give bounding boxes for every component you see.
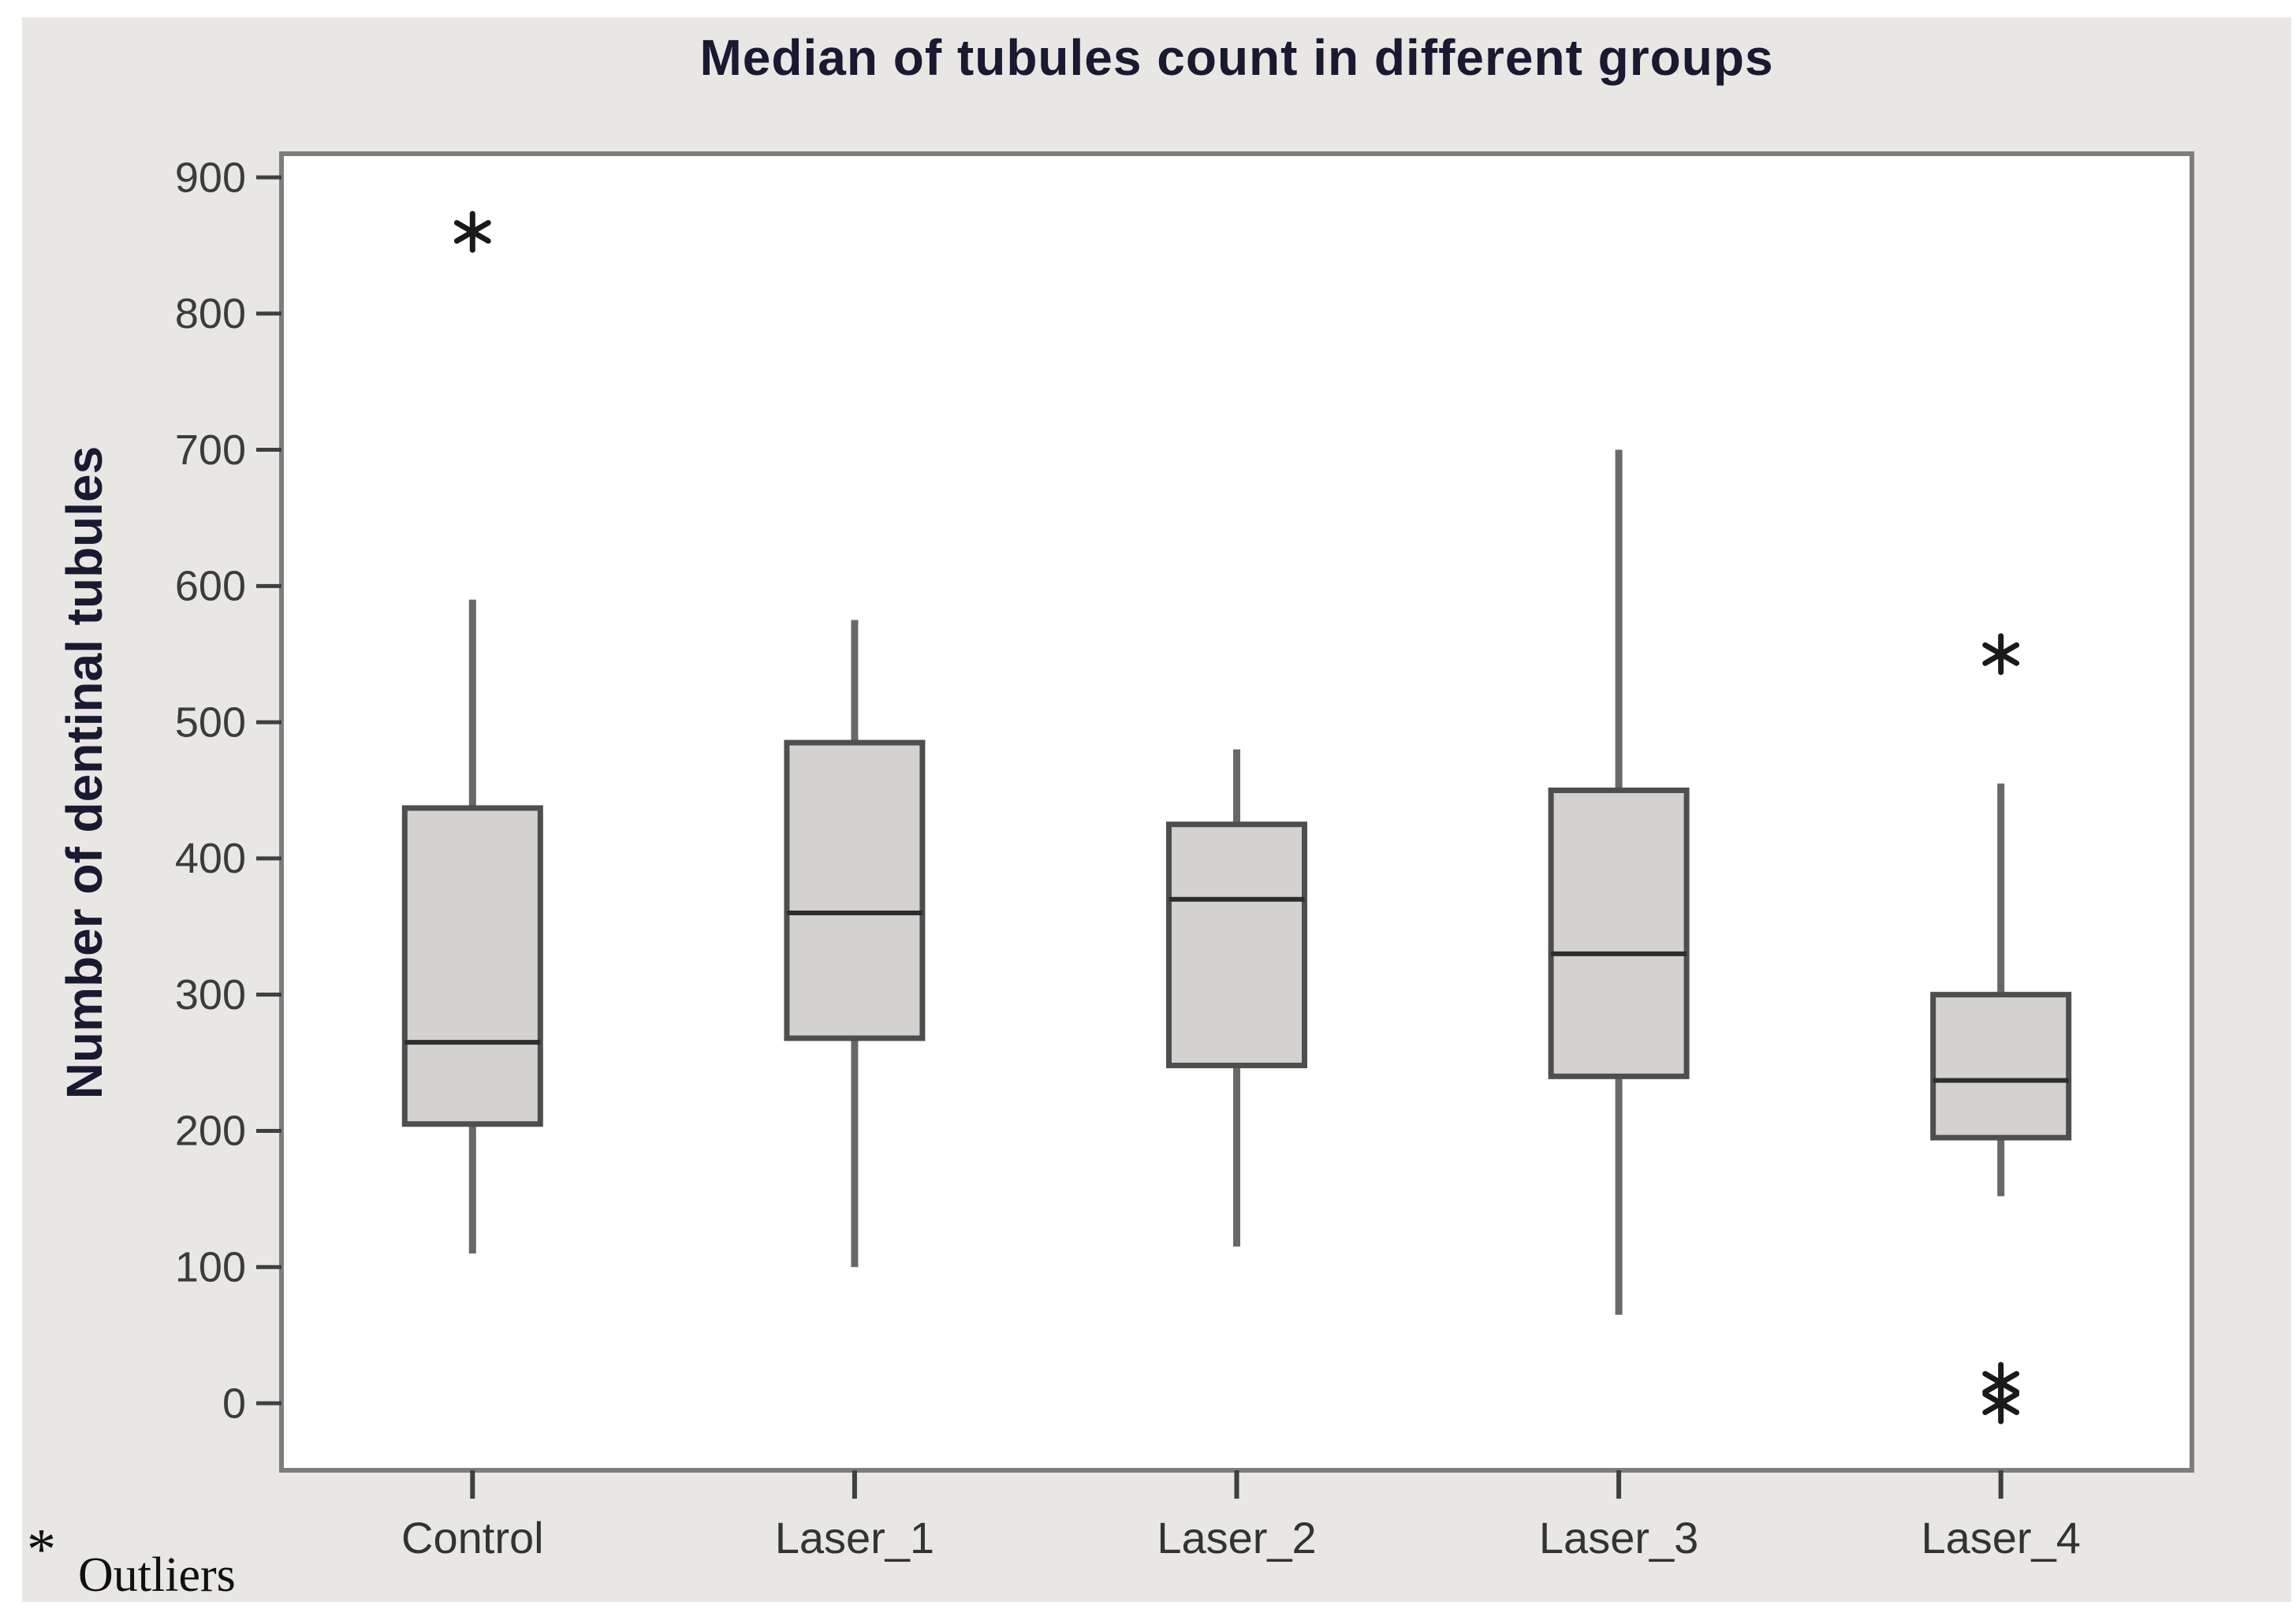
- iqr-box: [401, 805, 543, 1127]
- y-axis-title: Number of dentinal tubules: [56, 445, 113, 1100]
- outliers-legend: * Outliers: [27, 1512, 236, 1602]
- iqr-box: [1548, 788, 1690, 1079]
- outlier-asterisk: [1982, 633, 2020, 676]
- box-control: [401, 210, 543, 1253]
- y-tick-label: 300: [175, 971, 246, 1019]
- y-tick-label: 200: [175, 1108, 246, 1155]
- y-tick-label: 800: [175, 290, 246, 337]
- x-tick-label-laser_2: Laser_2: [1157, 1513, 1316, 1563]
- x-tick-label-laser_1: Laser_1: [775, 1513, 934, 1563]
- y-tick-label: 0: [222, 1380, 246, 1427]
- box-laser_1: [784, 620, 926, 1268]
- y-tick-label: 700: [175, 426, 246, 474]
- box-laser_3: [1548, 449, 1690, 1315]
- outliers-legend-label: Outliers: [78, 1548, 236, 1602]
- y-tick-label: 400: [175, 835, 246, 882]
- x-tick-label-laser_3: Laser_3: [1539, 1513, 1698, 1563]
- box-laser_4: [1930, 633, 2072, 1425]
- outlier-asterisk: [1982, 1382, 2020, 1425]
- outlier-asterisk: [453, 210, 491, 253]
- chart-title: Median of tubules count in different gro…: [699, 29, 1774, 86]
- iqr-box: [1930, 992, 2072, 1141]
- asterisk-icon: *: [27, 1518, 56, 1582]
- y-tick-label: 500: [175, 698, 246, 746]
- x-tick-label-control: Control: [401, 1513, 544, 1563]
- y-tick-label: 600: [175, 563, 246, 610]
- iqr-box: [1166, 821, 1307, 1069]
- x-tick-label-laser_4: Laser_4: [1921, 1513, 2081, 1563]
- y-tick-label: 100: [175, 1243, 246, 1291]
- box-laser_2: [1166, 749, 1307, 1247]
- iqr-box: [784, 739, 926, 1041]
- y-tick-label: 900: [175, 154, 246, 201]
